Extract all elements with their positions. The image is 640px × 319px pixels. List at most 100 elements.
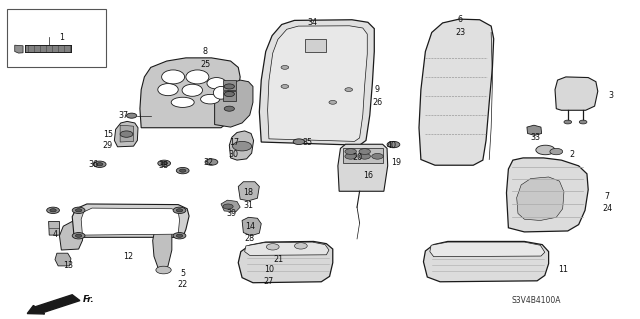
Circle shape bbox=[176, 234, 182, 237]
Circle shape bbox=[294, 243, 307, 249]
Text: 4: 4 bbox=[52, 230, 58, 239]
Circle shape bbox=[293, 139, 305, 145]
Circle shape bbox=[156, 266, 172, 274]
Polygon shape bbox=[15, 45, 23, 53]
Polygon shape bbox=[419, 19, 493, 165]
Circle shape bbox=[72, 233, 85, 239]
Circle shape bbox=[176, 209, 182, 212]
Text: 38: 38 bbox=[159, 161, 168, 170]
Circle shape bbox=[329, 100, 337, 104]
Polygon shape bbox=[238, 182, 259, 201]
Polygon shape bbox=[430, 242, 545, 257]
Bar bbox=[7, 9, 106, 67]
Text: 9: 9 bbox=[375, 85, 380, 94]
Circle shape bbox=[232, 141, 252, 151]
Polygon shape bbox=[343, 148, 383, 163]
Circle shape bbox=[224, 106, 234, 111]
Text: 18: 18 bbox=[243, 188, 253, 197]
Ellipse shape bbox=[158, 84, 178, 96]
Text: 12: 12 bbox=[124, 252, 134, 261]
Text: 36: 36 bbox=[88, 160, 99, 169]
Polygon shape bbox=[81, 208, 179, 235]
Text: 3: 3 bbox=[608, 92, 613, 100]
Circle shape bbox=[176, 167, 189, 174]
Polygon shape bbox=[214, 80, 253, 127]
Circle shape bbox=[161, 162, 168, 165]
Text: 27: 27 bbox=[264, 277, 274, 286]
Circle shape bbox=[97, 163, 103, 166]
Text: 28: 28 bbox=[244, 234, 255, 243]
Polygon shape bbox=[120, 125, 134, 142]
Text: 7: 7 bbox=[605, 191, 610, 201]
Polygon shape bbox=[424, 241, 548, 282]
Circle shape bbox=[76, 209, 82, 212]
Text: 6: 6 bbox=[458, 15, 463, 24]
Polygon shape bbox=[223, 80, 236, 90]
Text: 35: 35 bbox=[302, 137, 312, 146]
Text: 22: 22 bbox=[177, 280, 188, 289]
Circle shape bbox=[173, 233, 186, 239]
Circle shape bbox=[158, 160, 171, 167]
Polygon shape bbox=[140, 58, 240, 128]
Circle shape bbox=[536, 145, 555, 155]
Circle shape bbox=[564, 120, 572, 124]
Text: 24: 24 bbox=[602, 204, 612, 213]
Circle shape bbox=[266, 244, 279, 250]
Text: 34: 34 bbox=[307, 19, 317, 27]
Circle shape bbox=[579, 120, 587, 124]
Ellipse shape bbox=[207, 78, 226, 89]
Circle shape bbox=[281, 65, 289, 69]
Circle shape bbox=[47, 207, 60, 213]
Circle shape bbox=[550, 148, 563, 155]
Circle shape bbox=[345, 88, 353, 92]
Text: 32: 32 bbox=[203, 158, 213, 167]
Circle shape bbox=[372, 153, 383, 159]
Ellipse shape bbox=[172, 97, 194, 108]
Text: 10: 10 bbox=[264, 264, 274, 274]
Text: 37: 37 bbox=[118, 111, 129, 120]
Text: 11: 11 bbox=[557, 264, 568, 274]
Circle shape bbox=[120, 131, 133, 137]
Text: 23: 23 bbox=[456, 28, 465, 37]
Circle shape bbox=[345, 149, 356, 154]
Polygon shape bbox=[72, 204, 189, 237]
Ellipse shape bbox=[162, 70, 184, 84]
Text: 30: 30 bbox=[228, 150, 239, 159]
Polygon shape bbox=[244, 242, 329, 256]
Text: 21: 21 bbox=[273, 255, 284, 264]
Text: 8: 8 bbox=[202, 47, 207, 56]
Text: 1: 1 bbox=[59, 33, 64, 42]
Circle shape bbox=[50, 209, 56, 212]
Text: 5: 5 bbox=[180, 269, 185, 278]
Text: 20: 20 bbox=[352, 153, 362, 162]
Text: Fr.: Fr. bbox=[83, 295, 94, 304]
Text: 16: 16 bbox=[363, 171, 373, 180]
Polygon shape bbox=[259, 20, 374, 145]
Ellipse shape bbox=[213, 86, 228, 99]
Ellipse shape bbox=[182, 84, 202, 96]
Text: 40: 40 bbox=[387, 141, 397, 150]
Ellipse shape bbox=[186, 70, 209, 84]
Polygon shape bbox=[60, 221, 84, 250]
Text: S3V4B4100A: S3V4B4100A bbox=[511, 296, 561, 305]
Polygon shape bbox=[55, 253, 71, 266]
Polygon shape bbox=[229, 131, 253, 160]
Polygon shape bbox=[338, 144, 388, 191]
Circle shape bbox=[93, 161, 106, 167]
Polygon shape bbox=[506, 158, 588, 232]
Text: 17: 17 bbox=[228, 137, 239, 146]
Text: 2: 2 bbox=[570, 150, 575, 159]
Text: 39: 39 bbox=[227, 209, 237, 218]
Text: 19: 19 bbox=[392, 158, 402, 167]
Circle shape bbox=[72, 207, 85, 213]
Polygon shape bbox=[153, 225, 172, 271]
Circle shape bbox=[224, 92, 234, 97]
Text: 29: 29 bbox=[103, 141, 113, 150]
Text: 15: 15 bbox=[103, 130, 113, 138]
Text: 25: 25 bbox=[200, 60, 210, 69]
Polygon shape bbox=[305, 40, 326, 51]
Circle shape bbox=[345, 153, 356, 159]
Text: 13: 13 bbox=[63, 261, 73, 271]
Circle shape bbox=[281, 85, 289, 88]
Circle shape bbox=[387, 141, 400, 148]
